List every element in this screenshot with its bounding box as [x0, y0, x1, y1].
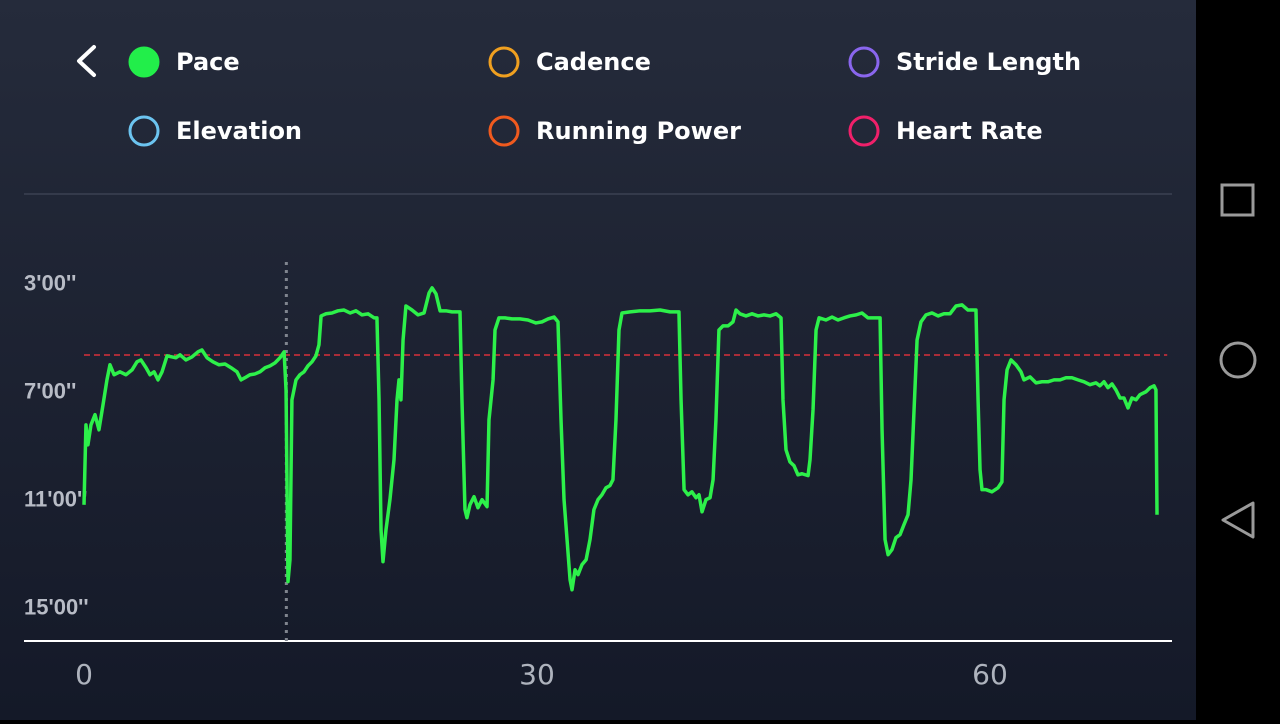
x-tick-label: 60 [972, 658, 1008, 691]
y-tick-label: 3'00'' [24, 271, 76, 296]
metric-label[interactable]: Heart Rate [896, 117, 1043, 145]
nav-bar [1196, 0, 1280, 720]
metric-indicator[interactable] [488, 115, 520, 147]
plot: 3'00'' 7'00'' 11'00'' 15'00'' 0 30 60 [24, 262, 1172, 691]
metric-label[interactable]: Running Power [536, 117, 741, 145]
y-tick-label: 11'00'' [24, 487, 87, 512]
metric-indicator[interactable] [488, 46, 520, 78]
metric-indicator[interactable] [128, 46, 160, 78]
y-tick-label: 15'00'' [24, 594, 89, 619]
background [0, 0, 1196, 720]
metric-label[interactable]: Cadence [536, 48, 651, 76]
recents-button[interactable] [1220, 183, 1255, 217]
metric-toggle[interactable]: Cadence [488, 46, 651, 78]
metric-indicator[interactable] [848, 115, 880, 147]
pace-line [82, 286, 1159, 592]
metric-toggle[interactable]: Running Power [488, 115, 741, 147]
y-tick-label: 7'00'' [24, 379, 76, 404]
metric-label[interactable]: Elevation [176, 117, 302, 145]
metric-toggle[interactable]: Elevation [128, 115, 302, 147]
metric-toggle[interactable]: Stride Length [848, 46, 1081, 78]
back-arrow[interactable] [77, 45, 96, 77]
metric-toggles: Pace Cadence Stride Length Elevation Running… [128, 46, 1081, 147]
x-tick-label: 30 [519, 658, 555, 691]
x-tick-label: 0 [75, 658, 93, 691]
metric-toggle[interactable]: Pace [128, 46, 240, 78]
metric-toggle[interactable]: Heart Rate [848, 115, 1043, 147]
metric-label[interactable]: Stride Length [896, 48, 1081, 76]
metric-label[interactable]: Pace [176, 48, 240, 76]
home-button[interactable] [1219, 341, 1257, 379]
back-nav-button[interactable] [1221, 501, 1255, 539]
metric-indicator[interactable] [128, 115, 160, 147]
metric-indicator[interactable] [848, 46, 880, 78]
